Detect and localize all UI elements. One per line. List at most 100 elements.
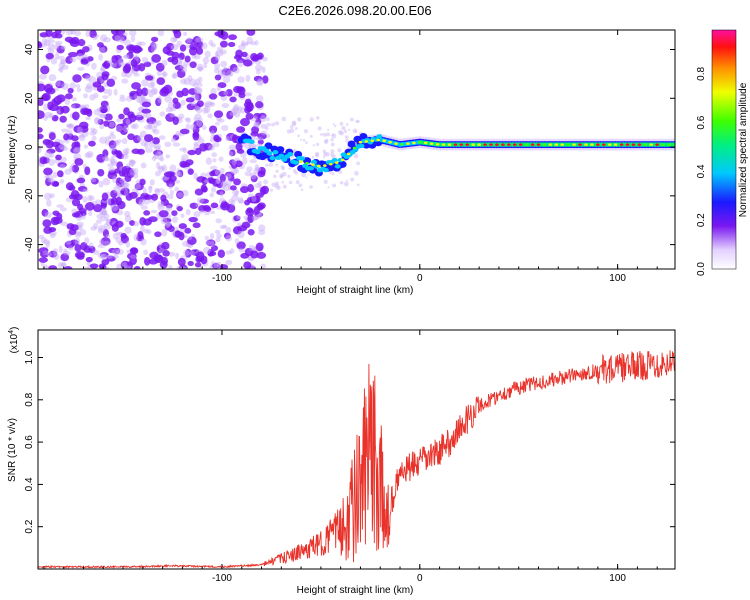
heatmap-cell [88, 75, 97, 84]
heatmap-cell [155, 62, 165, 72]
heatmap-cell [174, 172, 180, 178]
heatmap-cell [223, 183, 231, 191]
heatmap-cell [637, 143, 642, 146]
heatmap-cell [133, 46, 143, 53]
heatmap-cell [217, 118, 225, 123]
heatmap-cell [250, 250, 259, 259]
heatmap-cell [187, 236, 193, 240]
heatmap-cell [254, 163, 259, 171]
heatmap-cell [46, 252, 52, 257]
heatmap-cell [225, 250, 233, 255]
heatmap-cell [131, 82, 141, 90]
heatmap-cell [80, 58, 89, 65]
heatmap-cell [489, 143, 493, 146]
heatmap-cell [228, 151, 234, 157]
heatmap-cell [157, 203, 165, 211]
heatmap-cell [125, 147, 130, 155]
heatmap-cell [116, 248, 124, 255]
heatmap-cell [215, 178, 220, 184]
heatmap-cell [186, 37, 192, 44]
heatmap-cell [108, 166, 116, 173]
heatmap-cell [101, 192, 109, 201]
heatmap-cell [217, 82, 227, 89]
heatmap-cell [203, 179, 209, 184]
heatmap-cell [196, 66, 205, 71]
heatmap-cell [43, 167, 53, 176]
heatmap-cell [337, 130, 343, 135]
heatmap-cell [245, 41, 250, 46]
heatmap-cell [261, 56, 268, 62]
heatmap-cell [103, 222, 112, 230]
heatmap-cell [77, 203, 84, 211]
heatmap-cell [255, 68, 261, 75]
heatmap-cell [194, 87, 202, 95]
heatmap-cell [110, 30, 119, 35]
heatmap-cell [264, 142, 273, 150]
heatmap-cell [74, 141, 81, 151]
heatmap-cell [63, 265, 73, 269]
heatmap-cell [356, 183, 360, 187]
heatmap-cell [100, 237, 111, 246]
heatmap-cell [148, 142, 155, 148]
heatmap-cell [195, 78, 200, 85]
heatmap-cell [111, 62, 122, 69]
heatmap-cell [153, 42, 158, 50]
heatmap-cell [86, 56, 94, 62]
heatmap-cell [108, 247, 117, 254]
heatmap-cell [108, 121, 115, 128]
heatmap-cell [237, 76, 245, 84]
heatmap-cell [344, 135, 349, 140]
heatmap-cell [102, 155, 109, 162]
heatmap-cell [330, 138, 334, 142]
heatmap-cell [184, 227, 192, 234]
heatmap-cell [139, 41, 146, 46]
heatmap-cell [542, 143, 547, 146]
heatmap-cell [105, 234, 111, 239]
top-x-tick-label: 0 [417, 273, 423, 284]
heatmap-cell [268, 162, 274, 167]
heatmap-cell [233, 92, 238, 97]
heatmap-cell [330, 142, 335, 147]
heatmap-cell [59, 262, 67, 267]
heatmap-cell [137, 231, 144, 240]
heatmap-cell [234, 190, 239, 196]
heatmap-cell [84, 237, 90, 245]
heatmap-cell [118, 241, 124, 246]
heatmap-cell [578, 143, 582, 146]
heatmap-cell [188, 88, 198, 96]
heatmap-cell [126, 249, 131, 254]
heatmap-cell [60, 253, 70, 262]
heatmap-cell [159, 260, 168, 269]
heatmap-cell [220, 125, 229, 132]
heatmap-cell [364, 140, 369, 143]
heatmap-cell [42, 250, 49, 255]
heatmap-cell [208, 39, 214, 46]
snr-plot-area [38, 350, 675, 569]
heatmap-cell [143, 228, 149, 234]
heatmap-cell [116, 161, 124, 170]
heatmap-cell [148, 258, 158, 265]
heatmap-cell [91, 128, 98, 134]
heatmap-cell [134, 183, 141, 190]
heatmap-cell [144, 141, 149, 149]
heatmap-cell [254, 40, 259, 46]
heatmap-cell [96, 107, 102, 113]
heatmap-cell [358, 143, 365, 149]
exponent-label: (x104) [8, 327, 20, 354]
heatmap-cell [136, 97, 141, 103]
heatmap-cell [179, 128, 190, 135]
heatmap-cell [238, 92, 246, 99]
heatmap-cell [281, 116, 287, 122]
heatmap-cell [247, 183, 255, 193]
heatmap-cell [59, 59, 66, 65]
heatmap-cell [154, 187, 160, 193]
heatmap-cell [292, 169, 297, 173]
heatmap-cell [299, 160, 303, 163]
heatmap-cell [255, 95, 264, 103]
heatmap-cell [113, 140, 120, 146]
heatmap-cell [74, 158, 84, 166]
heatmap-cell [229, 149, 236, 157]
heatmap-cell [286, 129, 292, 134]
heatmap-cell [206, 239, 216, 247]
heatmap-cell [62, 250, 71, 256]
